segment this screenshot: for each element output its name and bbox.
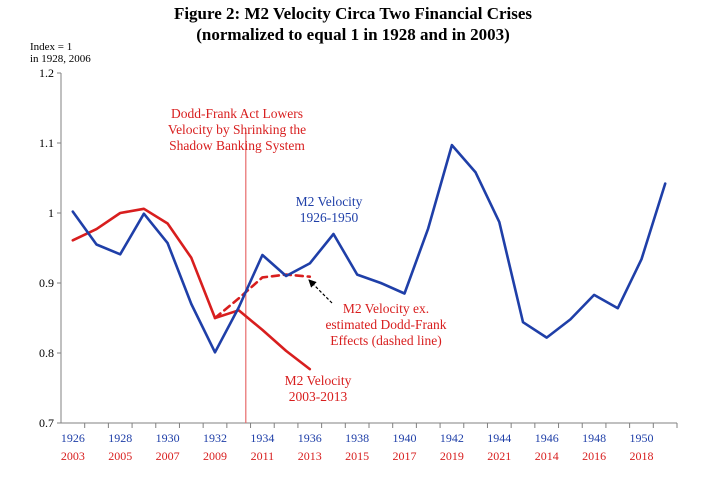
x-tick-label-bottom: 2016 xyxy=(582,449,606,463)
series-line-m2-ex-dodd-frank xyxy=(213,273,312,320)
x-tick-label-top: 1930 xyxy=(156,431,180,445)
y-axis-label-line-1: Index = 1 xyxy=(30,41,72,53)
y-axis-label-line-2: in 1928, 2006 xyxy=(30,53,91,65)
x-tick-label-bottom: 2018 xyxy=(629,449,653,463)
dodd-frank-annotation-line-1: Dodd-Frank Act Lowers xyxy=(171,106,303,121)
x-tick-label-top: 1944 xyxy=(487,431,511,445)
x-tick-label-bottom: 2005 xyxy=(108,449,132,463)
x-tick-label-bottom: 2007 xyxy=(156,449,180,463)
x-tick-label-bottom: 2021 xyxy=(487,449,511,463)
m2-1926-annotation-line-2: 1926-1950 xyxy=(300,210,359,225)
x-tick-label-bottom: 2017 xyxy=(393,449,417,463)
m2-ex-annotation: M2 Velocity ex. estimated Dodd-Frank Eff… xyxy=(325,301,446,348)
chart-title: Figure 2: M2 Velocity Circa Two Financia… xyxy=(174,4,532,23)
m2-2003-annotation-line-2: 2003-2013 xyxy=(289,389,348,404)
x-tick-label-top: 1938 xyxy=(345,431,369,445)
x-tick-label-top: 1948 xyxy=(582,431,606,445)
m2-1926-annotation: M2 Velocity 1926-1950 xyxy=(296,194,363,225)
dodd-frank-annotation-line-3: Shadow Banking System xyxy=(169,138,305,153)
x-tick-label-top: 1926 xyxy=(61,431,85,445)
x-tick-label-top: 1940 xyxy=(393,431,417,445)
m2-ex-annotation-line-2: estimated Dodd-Frank xyxy=(325,317,446,332)
x-tick-label-top: 1928 xyxy=(108,431,132,445)
y-tick-label: 0.7 xyxy=(39,416,54,430)
plot-area: 0.7 0.8 0.9 1 1.1 1.2 1926 2003 1928 2005 1930 2007… xyxy=(39,66,678,463)
y-tick-label: 1 xyxy=(48,206,54,220)
x-tick-label-top: 1946 xyxy=(535,431,559,445)
m2-1926-annotation-line-1: M2 Velocity xyxy=(296,194,363,209)
y-tick-label: 0.8 xyxy=(39,346,54,360)
series-line-m2-2003-2013 xyxy=(71,207,312,371)
x-tick-label-top: 1942 xyxy=(440,431,464,445)
m2-ex-annotation-line-1: M2 Velocity ex. xyxy=(343,301,429,316)
y-tick-label: 0.9 xyxy=(39,276,54,290)
y-tick-label: 1.1 xyxy=(39,136,54,150)
m2-2003-annotation-line-1: M2 Velocity xyxy=(285,373,352,388)
x-tick-label-bottom: 2009 xyxy=(203,449,227,463)
chart-subtitle: (normalized to equal 1 in 1928 and in 20… xyxy=(196,25,510,44)
series-line-m2-1926-1950 xyxy=(71,143,667,354)
m2-2003-annotation: M2 Velocity 2003-2013 xyxy=(285,373,352,404)
dodd-frank-annotation-line-2: Velocity by Shrinking the xyxy=(168,122,306,137)
x-tick-label-bottom: 2015 xyxy=(345,449,369,463)
x-tick-label-bottom: 2003 xyxy=(61,449,85,463)
annotation-arrow xyxy=(308,279,333,304)
m2-ex-annotation-line-3: Effects (dashed line) xyxy=(330,333,441,348)
dodd-frank-annotation: Dodd-Frank Act Lowers Velocity by Shrink… xyxy=(168,106,306,153)
x-tick-label-top: 1936 xyxy=(298,431,322,445)
x-tick-label-bottom: 2014 xyxy=(535,449,559,463)
x-tick-label-bottom: 2019 xyxy=(440,449,464,463)
x-tick-label-bottom: 2013 xyxy=(298,449,322,463)
x-tick-label-top: 1934 xyxy=(250,431,274,445)
x-tick-label-top: 1932 xyxy=(203,431,227,445)
y-tick-label: 1.2 xyxy=(39,66,54,80)
x-tick-label-bottom: 2011 xyxy=(251,449,275,463)
x-tick-label-top: 1950 xyxy=(629,431,653,445)
